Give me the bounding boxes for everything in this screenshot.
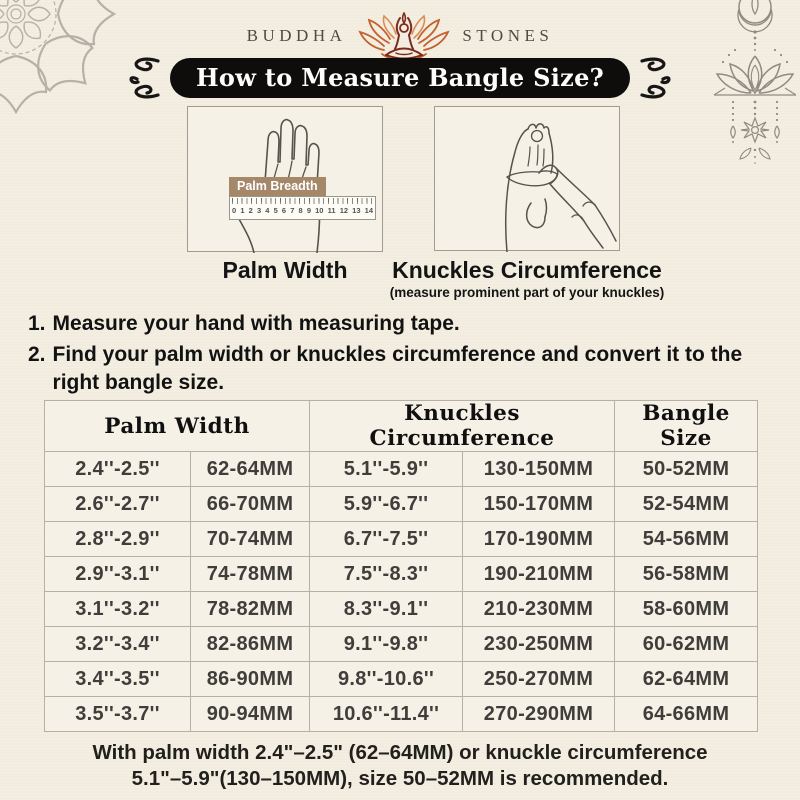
table-row: 3.2''-3.4'' 82-86MM 9.1''-9.8'' 230-250MM 60…	[44, 626, 759, 662]
table-cell: 2.9''-3.1''	[44, 556, 191, 592]
table-cell: 5.9''-6.7''	[309, 486, 463, 522]
table-cell: 10.6''-11.4''	[309, 696, 463, 732]
ruler-number: 9	[306, 206, 311, 215]
table-cell: 6.7''-7.5''	[309, 521, 463, 557]
table-cell: 56-58MM	[614, 556, 759, 592]
instruction-step-1: 1. Measure your hand with measuring tape…	[28, 310, 753, 338]
ruler-number: 11	[327, 206, 336, 215]
table-cell: 52-54MM	[614, 486, 759, 522]
ruler-number: 1	[240, 206, 245, 215]
table-cell: 3.2''-3.4''	[44, 626, 191, 662]
recommendation-note: With palm width 2.4"–2.5" (62–64MM) or k…	[0, 740, 800, 792]
table-cell: 3.4''-3.5''	[44, 661, 191, 697]
ruler-number: 6	[281, 206, 287, 215]
brand-logo: BUDDHA	[0, 8, 800, 64]
table-cell: 150-170MM	[461, 486, 616, 522]
ruler-number: 2	[248, 206, 253, 215]
step-text: Find your palm width or knuckles circumf…	[52, 343, 743, 394]
title-banner: How to Measure Bangle Size?	[0, 55, 800, 101]
table-cell: 74-78MM	[190, 556, 310, 592]
table-header-row: Palm Width Knuckles Circumference Bangle…	[44, 400, 759, 452]
ruler-number: 7	[290, 206, 295, 215]
table-cell: 90-94MM	[190, 696, 310, 732]
table-cell: 60-62MM	[614, 626, 759, 662]
table-row: 2.6''-2.7'' 66-70MM 5.9''-6.7'' 150-170MM 52…	[44, 486, 759, 522]
table-cell: 78-82MM	[190, 591, 310, 627]
table-cell: 3.1''-3.2''	[44, 591, 191, 627]
ruler-number: 10	[315, 206, 324, 215]
table-cell: 70-74MM	[190, 521, 310, 557]
table-row: 3.5''-3.7'' 90-94MM 10.6''-11.4'' 270-290MM…	[44, 696, 759, 732]
table-cell: 7.5''-8.3''	[309, 556, 463, 592]
table-cell: 64-66MM	[614, 696, 759, 732]
ruler-numbers: 0 1 2 3 4 5 6 7 8 9 10 11 12 13 14	[230, 202, 375, 215]
ruler-number: 5	[273, 206, 278, 215]
table-cell: 50-52MM	[614, 451, 759, 487]
table-cell: 54-56MM	[614, 521, 759, 557]
knuckles-caption-main: Knuckles Circumference	[392, 257, 662, 283]
table-cell: 66-70MM	[190, 486, 310, 522]
table-row: 2.4''-2.5'' 62-64MM 5.1''-5.9'' 130-150MM 50…	[44, 451, 759, 487]
table-row: 2.8''-2.9'' 70-74MM 6.7''-7.5'' 170-190MM 54…	[44, 521, 759, 557]
instruction-step-2: 2. Find your palm width or knuckles circ…	[28, 341, 753, 397]
knuckles-caption-sub: (measure prominent part of your knuckles…	[389, 285, 665, 300]
table-cell: 62-64MM	[190, 451, 310, 487]
ruler-number: 4	[265, 206, 270, 215]
ruler-number: 13	[352, 206, 361, 215]
ruler-number: 8	[298, 206, 303, 215]
table-cell: 210-230MM	[461, 591, 616, 627]
table-cell: 250-270MM	[461, 661, 616, 697]
header-knuckles-circumference: Knuckles Circumference	[308, 400, 616, 452]
table-cell: 2.6''-2.7''	[44, 486, 191, 522]
flourish-right-icon	[640, 57, 671, 99]
ruler-number: 14	[364, 206, 373, 215]
table-cell: 2.8''-2.9''	[44, 521, 191, 557]
flourish-left-icon	[129, 57, 160, 99]
step-number: 2.	[28, 343, 46, 366]
table-cell: 86-90MM	[190, 661, 310, 697]
size-table-body: 2.4''-2.5'' 62-64MM 5.1''-5.9'' 130-150MM 50…	[44, 451, 759, 732]
table-cell: 190-210MM	[461, 556, 616, 592]
table-cell: 3.5''-3.7''	[44, 696, 191, 732]
table-cell: 270-290MM	[461, 696, 616, 732]
table-cell: 62-64MM	[614, 661, 759, 697]
table-cell: 8.3''-9.1''	[309, 591, 463, 627]
table-cell: 9.1''-9.8''	[309, 626, 463, 662]
table-cell: 9.8''-10.6''	[309, 661, 463, 697]
ruler-number: 12	[339, 206, 349, 215]
table-cell: 130-150MM	[461, 451, 616, 487]
brand-word-left: BUDDHA	[246, 26, 347, 45]
ruler-number: 0	[232, 206, 237, 215]
table-row: 3.4''-3.5'' 86-90MM 9.8''-10.6'' 250-270MM 6…	[44, 661, 759, 697]
step-number: 1.	[28, 312, 46, 335]
knuckles-diagram	[434, 106, 620, 252]
header-bangle-size: Bangle Size	[614, 400, 759, 452]
ruler-number: 3	[256, 206, 262, 215]
step-text: Measure your hand with measuring tape.	[52, 312, 460, 335]
instructions-list: 1. Measure your hand with measuring tape…	[28, 310, 753, 400]
palm-width-caption: Palm Width	[222, 257, 348, 283]
palm-width-diagram: Palm Breadth 0 1 2 3 4 5 6 7 8 9 10 11 12 13 14	[187, 106, 383, 253]
size-conversion-table: Palm Width Knuckles Circumference Bangle…	[44, 400, 759, 732]
header-palm-width: Palm Width	[44, 400, 310, 452]
recommendation-line-1: With palm width 2.4"–2.5" (62–64MM) or k…	[92, 741, 708, 764]
table-cell: 82-86MM	[190, 626, 310, 662]
brand-word-right: STONES	[462, 26, 554, 45]
knuckles-caption: Knuckles Circumference (measure prominen…	[370, 257, 684, 300]
palm-breadth-tag: Palm Breadth	[229, 177, 326, 196]
table-cell: 58-60MM	[614, 591, 759, 627]
table-cell: 230-250MM	[461, 626, 616, 662]
table-row: 3.1''-3.2'' 78-82MM 8.3''-9.1'' 210-230MM 58…	[44, 591, 759, 627]
page-title: How to Measure Bangle Size?	[169, 58, 631, 98]
table-row: 2.9''-3.1'' 74-78MM 7.5''-8.3'' 190-210MM 56…	[44, 556, 759, 592]
table-cell: 5.1''-5.9''	[309, 451, 463, 487]
recommendation-line-2: 5.1"–5.9"(130–150MM), size 50–52MM is re…	[131, 767, 669, 790]
knuckles-hand-illustration	[504, 123, 617, 252]
table-cell: 170-190MM	[461, 521, 616, 557]
measuring-ruler: 0 1 2 3 4 5 6 7 8 9 10 11 12 13 14	[229, 196, 376, 220]
table-cell: 2.4''-2.5''	[44, 451, 191, 487]
